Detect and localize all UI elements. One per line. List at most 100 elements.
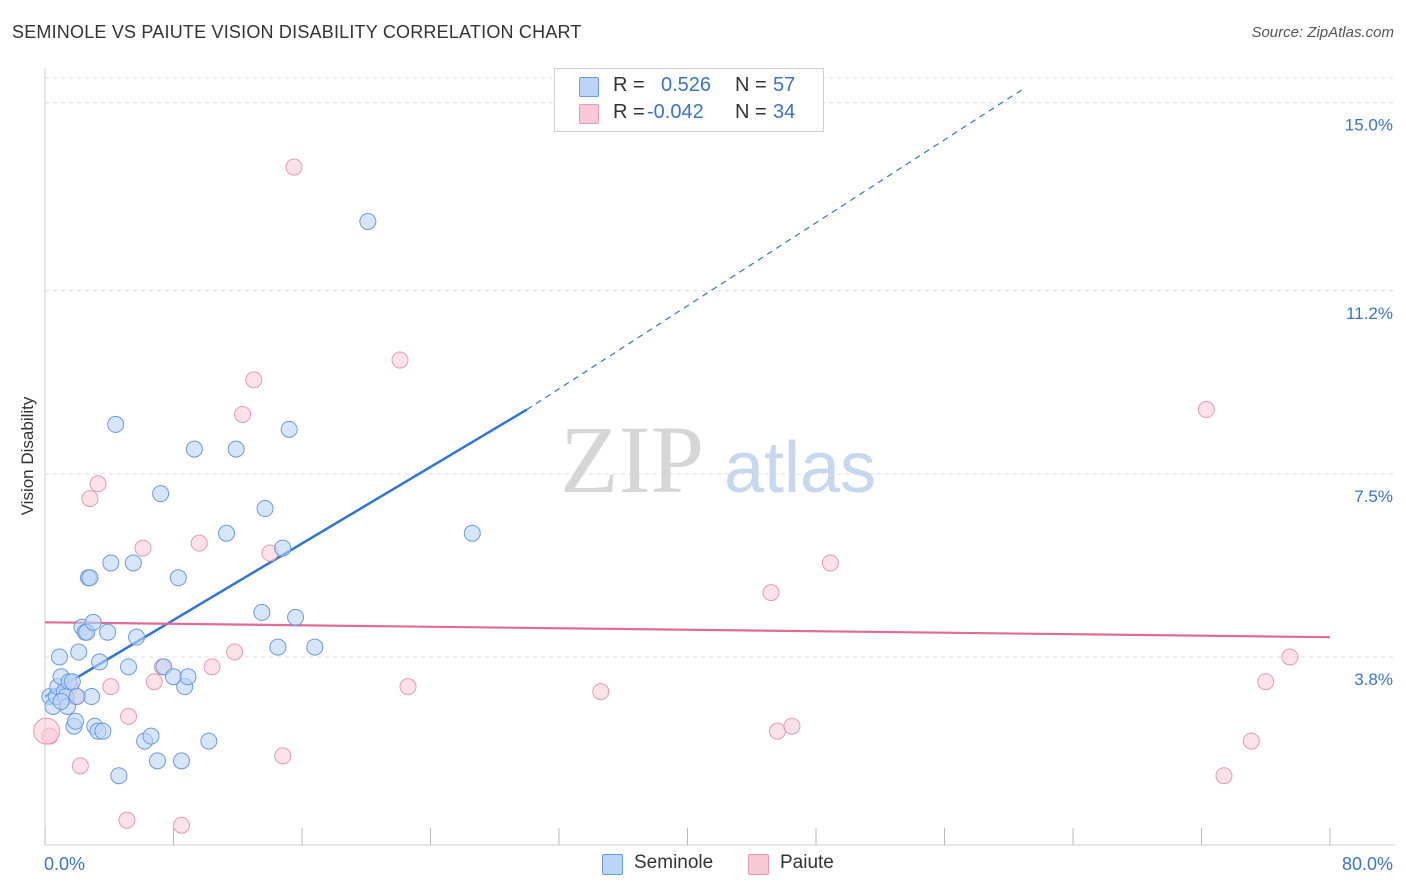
seminole-point [67, 712, 85, 730]
paiute-point [173, 816, 191, 834]
r-value: 0.526 [661, 74, 712, 96]
y-tick-label: 15.0% [1345, 116, 1393, 135]
seminole-point [269, 638, 287, 656]
paiute-point [768, 722, 786, 740]
watermark-zip: ZIP [560, 406, 704, 513]
watermark: ZIP atlas [560, 406, 876, 513]
watermark-atlas: atlas [724, 428, 876, 508]
seminole-point [124, 554, 142, 572]
axis-labels: 3.8% 7.5% 11.2% 15.0% 0.0% 80.0% Vision Disabi… [18, 116, 1393, 874]
paiute-point [285, 158, 303, 176]
correlation-legend: R = 0.526 N = 57 R = -0.042 N = 34 [554, 68, 824, 132]
gridlines [45, 77, 1395, 658]
x-tick-label-max: 80.0% [1342, 854, 1393, 874]
seminole-point [218, 524, 236, 542]
seminole-point [148, 752, 166, 770]
seminole-swatch [602, 854, 623, 875]
paiute-point [245, 371, 263, 389]
seminole-point [84, 613, 102, 631]
paiute-point [234, 405, 252, 423]
paiute-point [118, 811, 136, 829]
paiute-point [1257, 673, 1275, 691]
seminole-points [41, 213, 481, 785]
paiute-label: Paiute [780, 852, 834, 873]
seminole-point [102, 554, 120, 572]
paiute-point [71, 757, 89, 775]
paiute-point [33, 717, 61, 745]
seminole-point [185, 440, 203, 458]
seminole-point [83, 688, 101, 706]
seminole-point [306, 638, 324, 656]
seminole-point [94, 722, 112, 740]
seminole-point [169, 569, 187, 587]
paiute-point [762, 584, 780, 602]
seminole-point [50, 648, 68, 666]
seminole-point [200, 732, 218, 750]
paiute-point [120, 707, 138, 725]
seminole-point [227, 440, 245, 458]
seminole-point [81, 569, 99, 587]
seminole-point [107, 415, 125, 433]
r-label: R = [613, 101, 645, 123]
paiute-point [89, 475, 107, 493]
paiute-swatch [748, 854, 769, 875]
r-value: -0.042 [647, 101, 704, 123]
paiute-point [399, 678, 417, 696]
paiute-swatch [579, 104, 599, 124]
seminole-trend-extension [526, 87, 1026, 411]
seminole-swatch [579, 77, 599, 97]
paiute-point [134, 539, 152, 557]
paiute-point [203, 658, 221, 676]
seminole-point [99, 623, 117, 641]
x-tick-label-min: 0.0% [44, 854, 85, 874]
paiute-point [81, 490, 99, 508]
seminole-point [128, 628, 146, 646]
paiute-point [783, 717, 801, 735]
trend-lines [44, 87, 1331, 698]
seminole-point [152, 485, 170, 503]
legend-row-seminole: R = 0.526 N = 57 [555, 74, 823, 100]
seminole-point [70, 643, 88, 661]
paiute-point [190, 534, 208, 552]
paiute-point [274, 747, 292, 765]
r-label: R = [613, 74, 645, 96]
paiute-point [1197, 401, 1215, 419]
seminole-point [359, 213, 377, 231]
paiute-trend-line [44, 621, 1331, 639]
seminole-point [173, 752, 191, 770]
y-tick-label: 11.2% [1346, 304, 1393, 323]
paiute-point [391, 351, 409, 369]
n-value: 34 [773, 101, 796, 123]
seminole-point [52, 692, 70, 710]
n-label: N = [735, 74, 767, 96]
paiute-point [1242, 732, 1260, 750]
y-axis-label: Vision Disability [18, 396, 37, 515]
seminole-point [256, 500, 274, 518]
seminole-point [63, 673, 81, 691]
seminole-label: Seminole [634, 852, 714, 873]
seminole-point [142, 727, 160, 745]
paiute-point [145, 673, 163, 691]
paiute-point [821, 554, 839, 572]
source-label: Source: ZipAtlas.com [1251, 24, 1394, 41]
seminole-point [253, 603, 271, 621]
legend-row-paiute: R = -0.042 N = 34 [555, 101, 823, 127]
chart-title: SEMINOLE VS PAIUTE VISION DISABILITY COR… [12, 22, 582, 42]
paiute-point [592, 683, 610, 701]
seminole-point [120, 658, 138, 676]
axes [44, 68, 1395, 846]
seminole-point [287, 608, 305, 626]
seminole-point [91, 653, 109, 671]
seminole-point [280, 420, 298, 438]
seminole-point [179, 668, 197, 686]
y-tick-label: 7.5% [1354, 487, 1393, 506]
seminole-point [463, 524, 481, 542]
seminole-point [274, 539, 292, 557]
paiute-point [1215, 767, 1233, 785]
paiute-point [1281, 648, 1299, 666]
n-label: N = [735, 101, 767, 123]
y-tick-label: 3.8% [1354, 670, 1393, 689]
seminole-point [68, 688, 86, 706]
paiute-point [226, 643, 244, 661]
